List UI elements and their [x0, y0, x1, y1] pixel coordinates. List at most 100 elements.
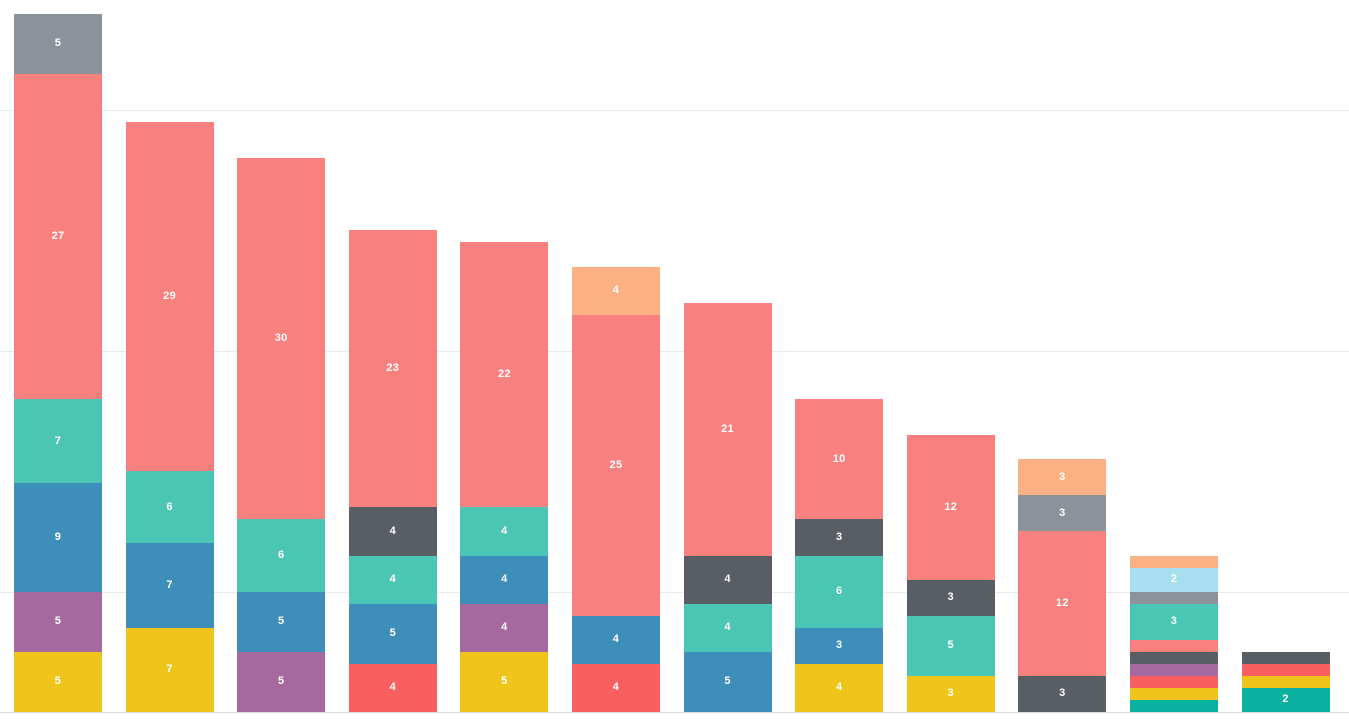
bar-segment-salmon[interactable]: 12: [1018, 531, 1107, 676]
bar-segment-teal[interactable]: 3: [1129, 603, 1218, 640]
bar-4: 4 5 4 4 23: [348, 230, 437, 712]
bar-segment-red[interactable]: [1241, 663, 1330, 676]
segment-value-label: 27: [51, 229, 65, 242]
bar-segment-blue[interactable]: 5: [237, 591, 326, 652]
bar-segment-salmon[interactable]: 21: [683, 302, 772, 556]
bar-segment-yellow[interactable]: 3: [906, 675, 995, 712]
bar-segment-teal[interactable]: 6: [795, 555, 884, 628]
bar-segment-dark-gray[interactable]: 3: [1018, 675, 1107, 712]
bar-segment-yellow[interactable]: 7: [125, 627, 214, 712]
bar-segment-salmon[interactable]: [1129, 639, 1218, 652]
segment-value-label: 5: [54, 675, 62, 688]
bar-segment-purple[interactable]: 4: [460, 603, 549, 652]
segment-value-label: 12: [944, 500, 958, 513]
bar-segment-salmon[interactable]: 29: [125, 122, 214, 472]
segment-value-label: 4: [724, 573, 731, 586]
segment-value-label: 5: [277, 615, 285, 628]
segment-value-label: 9: [54, 530, 62, 543]
bar-segment-blue[interactable]: 7: [125, 543, 214, 628]
segment-value-label: 3: [1059, 506, 1066, 519]
segment-value-label: 6: [835, 585, 843, 598]
gridline: [0, 350, 1349, 352]
bar-segment-red[interactable]: [1129, 675, 1218, 688]
bar-segment-blue[interactable]: 4: [460, 555, 549, 604]
bar-segment-teal[interactable]: 6: [237, 519, 326, 592]
bar-segment-blue[interactable]: 4: [571, 615, 660, 664]
bar-segment-orange[interactable]: 3: [1018, 459, 1107, 496]
bar-segment-yellow[interactable]: 5: [460, 651, 549, 712]
bar-segment-orange[interactable]: 4: [571, 266, 660, 315]
bar-7: 5 4 4 21: [683, 302, 772, 712]
bar-segment-yellow[interactable]: [1241, 675, 1330, 688]
bar-segment-teal[interactable]: 4: [683, 603, 772, 652]
bar-segment-red[interactable]: 4: [571, 663, 660, 712]
bar-segment-salmon[interactable]: 27: [14, 73, 102, 399]
bar-segment-teal[interactable]: 7: [14, 399, 102, 484]
bar-segment-yellow[interactable]: [1129, 687, 1218, 700]
segment-value-label: 6: [166, 500, 173, 513]
segment-value-label: 5: [389, 627, 396, 640]
bar-segment-purple[interactable]: [1129, 663, 1218, 676]
bar-segment-gray[interactable]: 5: [14, 13, 102, 74]
segment-value-label: 5: [501, 675, 508, 688]
bar-5: 5 4 4 4 22: [460, 242, 549, 712]
bar-segment-blue[interactable]: 3: [795, 627, 884, 664]
bar-segment-blue[interactable]: 5: [683, 651, 772, 712]
bar-9: 3 5 3 12: [906, 435, 995, 712]
segment-value-label: 21: [721, 422, 734, 435]
gridline: [0, 591, 1349, 593]
segment-value-label: 7: [54, 434, 62, 447]
bar-segment-yellow[interactable]: 4: [795, 663, 884, 712]
bar-segment-teal[interactable]: 4: [460, 507, 549, 556]
bar-segment-dark-gray[interactable]: [1241, 651, 1330, 664]
bar-segment-dark-gray[interactable]: 3: [795, 519, 884, 556]
bar-segment-salmon[interactable]: 10: [795, 399, 884, 520]
bar-segment-gray[interactable]: [1129, 591, 1218, 604]
segment-value-label: 4: [612, 681, 620, 694]
bar-segment-purple[interactable]: 5: [14, 591, 102, 652]
segment-value-label: 5: [54, 615, 62, 628]
bar-8: 4 3 6 3 10: [795, 399, 884, 712]
segment-value-label: 3: [835, 530, 843, 543]
bar-segment-light-blue[interactable]: 2: [1129, 567, 1218, 592]
bar-segment-green-teal[interactable]: 2: [1241, 687, 1330, 712]
bar-segment-orange[interactable]: [1129, 555, 1218, 568]
bar-segment-teal[interactable]: 4: [348, 555, 437, 604]
bar-segment-dark-gray[interactable]: [1129, 651, 1218, 664]
segment-value-label: 4: [501, 621, 508, 634]
segment-value-label: 3: [947, 687, 954, 700]
bar-segment-teal[interactable]: 6: [125, 471, 214, 544]
segment-value-label: 5: [947, 639, 954, 652]
segment-value-label: 3: [1059, 687, 1066, 700]
bar-segment-salmon[interactable]: 30: [237, 158, 326, 520]
bar-segment-red[interactable]: 4: [348, 663, 437, 712]
bar-2: 7 7 6 29: [125, 122, 214, 712]
bar-segment-dark-gray[interactable]: 3: [906, 579, 995, 616]
bar-segment-blue[interactable]: 5: [348, 603, 437, 664]
segment-value-label: 4: [389, 681, 396, 694]
segment-value-label: 3: [1059, 470, 1066, 483]
bar-segment-dark-gray[interactable]: 4: [683, 555, 772, 604]
bar-segment-salmon[interactable]: 25: [571, 314, 660, 616]
segment-value-label: 4: [724, 621, 731, 634]
bar-segment-yellow[interactable]: 5: [14, 651, 102, 712]
bar-segment-salmon[interactable]: 22: [460, 242, 549, 508]
segment-value-label: 4: [501, 573, 508, 586]
bar-segment-teal[interactable]: 5: [906, 615, 995, 676]
gridline: [0, 110, 1349, 111]
bar-segment-purple[interactable]: 5: [237, 651, 326, 712]
bar-segment-salmon[interactable]: 12: [906, 435, 995, 580]
bar-segment-gray[interactable]: 3: [1018, 495, 1107, 532]
bar-segment-green-teal[interactable]: [1129, 699, 1218, 712]
segment-value-label: 23: [386, 362, 400, 375]
segment-value-label: 12: [1055, 597, 1069, 610]
segment-value-label: 3: [835, 639, 843, 652]
bar-segment-blue[interactable]: 9: [14, 483, 102, 592]
segment-value-label: 5: [277, 675, 285, 688]
bar-segment-salmon[interactable]: 23: [348, 230, 437, 508]
segment-value-label: 3: [947, 591, 954, 604]
bar-segment-dark-gray[interactable]: 4: [348, 507, 437, 556]
segment-value-label: 4: [612, 284, 620, 297]
segment-value-label: 4: [612, 633, 620, 646]
